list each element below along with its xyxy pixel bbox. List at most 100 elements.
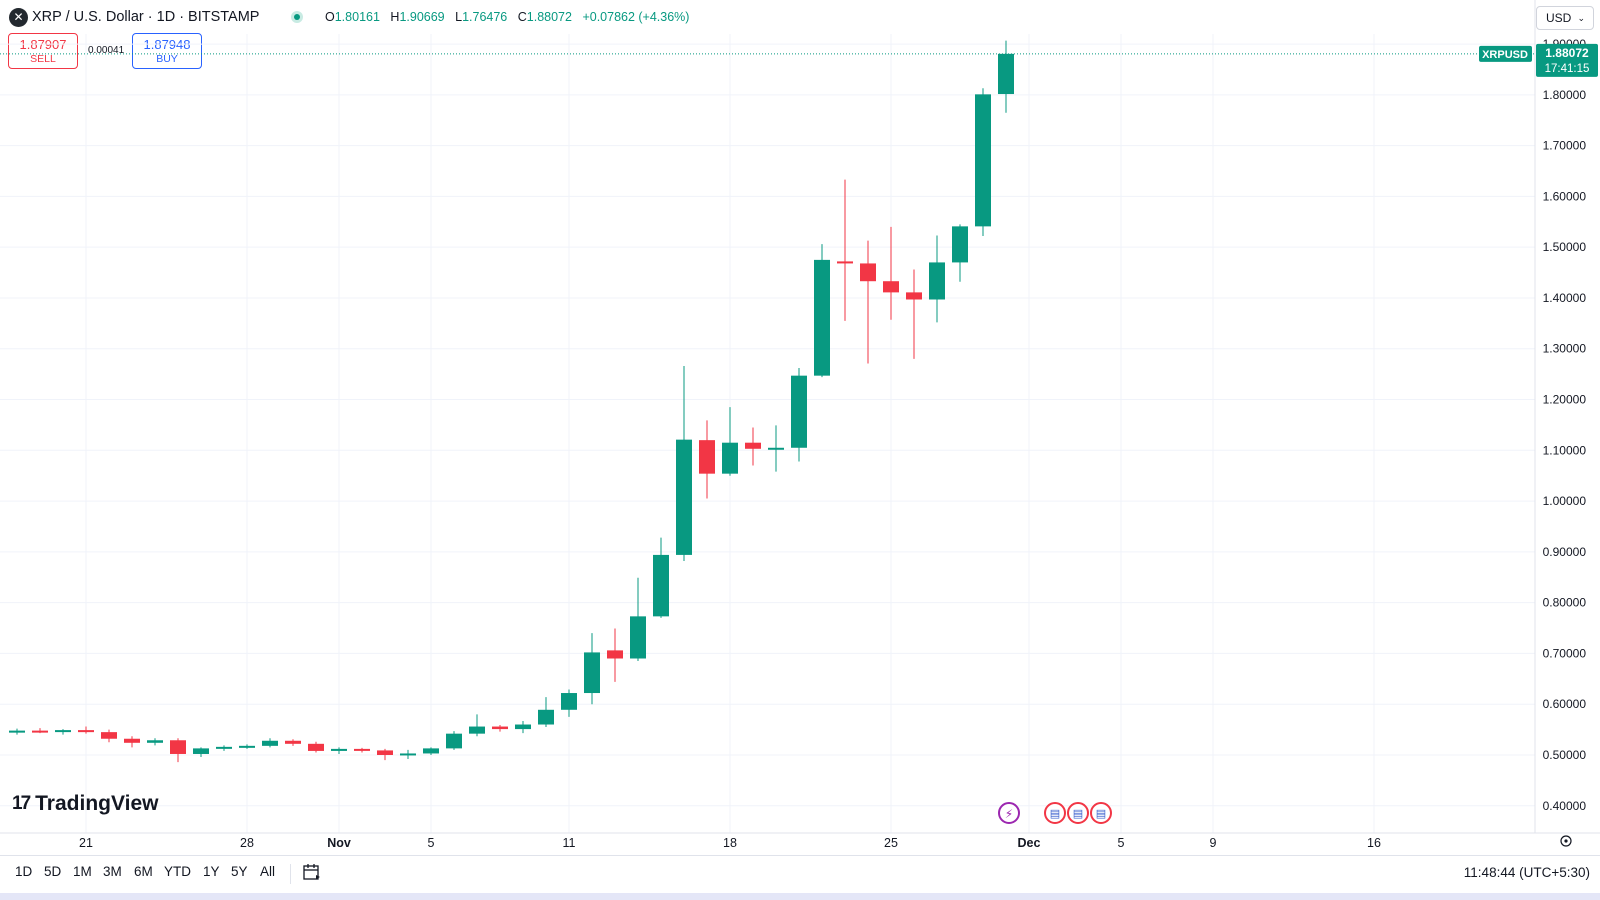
- time-tick-label: 5: [428, 836, 435, 850]
- candle-body: [492, 726, 508, 730]
- candle-body: [699, 440, 715, 474]
- price-tag-countdown: 17:41:15: [1545, 63, 1590, 75]
- candle-body: [745, 442, 761, 449]
- candle-body: [55, 730, 71, 733]
- candle-body: [906, 292, 922, 300]
- window-footer: [0, 893, 1600, 900]
- symbol-tag-label: XRPUSD: [1482, 49, 1528, 61]
- range-6m-button[interactable]: 6M: [134, 864, 153, 879]
- price-tick-label: 1.20000: [1543, 393, 1587, 407]
- candle-body: [653, 554, 669, 617]
- candle-body: [998, 53, 1014, 95]
- price-tick-label: 1.50000: [1543, 240, 1587, 254]
- candles: [9, 40, 1014, 763]
- ohlc-readout: O1.80161 H1.90669 L1.76476 C1.88072 +0.0…: [325, 10, 696, 24]
- tradingview-mark-icon: 17: [12, 793, 31, 814]
- price-tick-label: 0.90000: [1543, 545, 1587, 559]
- range-5d-button[interactable]: 5D: [44, 864, 62, 879]
- price-tick-label: 1.60000: [1543, 189, 1587, 203]
- chevron-down-icon: ⌄: [1577, 13, 1585, 23]
- candle-body: [791, 375, 807, 448]
- candle-body: [584, 652, 600, 694]
- ohlc-low-label: L: [455, 10, 463, 24]
- ohlc-low-value: 1.76476: [462, 10, 508, 24]
- currency-select[interactable]: USD ⌄: [1536, 6, 1594, 30]
- tradingview-logo[interactable]: 17 TradingView: [12, 792, 158, 818]
- price-tick-label: 0.40000: [1543, 799, 1587, 813]
- buy-label: BUY: [156, 53, 178, 65]
- time-tick-label: 9: [1210, 836, 1217, 850]
- lightning-event-icon[interactable]: ⚡: [998, 802, 1020, 824]
- price-tag: [1536, 43, 1598, 77]
- sell-button[interactable]: 1.87907 SELL: [8, 33, 78, 69]
- time-tick-label: 25: [884, 836, 898, 850]
- time-axis: 21 28 Nov 5 11 18 25 Dec 5 9 16: [0, 832, 1600, 850]
- candle-body: [239, 745, 255, 748]
- range-5y-button[interactable]: 5Y: [231, 864, 248, 879]
- clock[interactable]: 11:48:44 (UTC+5:30): [1463, 865, 1590, 880]
- symbol-title[interactable]: XRP / U.S. Dollar · 1D · BITSTAMP: [32, 9, 260, 25]
- symbol-tag: [1479, 45, 1532, 62]
- candle-body: [515, 724, 531, 730]
- candle-body: [124, 738, 140, 743]
- range-1d-button[interactable]: 1D: [15, 864, 33, 879]
- toolbar-divider: [290, 864, 291, 884]
- candle-body: [32, 730, 48, 733]
- price-tag-value: 1.88072: [1545, 46, 1589, 60]
- candle-body: [837, 261, 853, 264]
- candle-body: [354, 748, 370, 751]
- us-flag-event-icon[interactable]: ▤: [1090, 802, 1112, 824]
- ohlc-high-label: H: [390, 10, 400, 24]
- price-tick-label: 1.00000: [1543, 494, 1587, 508]
- candle-body: [722, 442, 738, 474]
- range-1y-button[interactable]: 1Y: [203, 864, 220, 879]
- candle-body: [860, 263, 876, 282]
- buy-button[interactable]: 1.87948 BUY: [132, 33, 202, 69]
- candle-body: [630, 616, 646, 659]
- us-flag-event-icon[interactable]: ▤: [1044, 802, 1066, 824]
- price-tick-label: 1.30000: [1543, 342, 1587, 356]
- ohlc-close-value: 1.88072: [526, 10, 572, 24]
- price-tick-label: 1.10000: [1543, 443, 1587, 457]
- time-tick-label: 28: [240, 836, 254, 850]
- range-ytd-button[interactable]: YTD: [164, 864, 191, 879]
- candle-body: [952, 226, 968, 263]
- candle-body: [78, 730, 94, 733]
- ohlc-change-value: +0.07862 (+4.36%): [582, 10, 690, 24]
- price-tick-label: 0.80000: [1543, 596, 1587, 610]
- candle-body: [676, 439, 692, 555]
- us-flag-event-icon[interactable]: ▤: [1067, 802, 1089, 824]
- price-chart[interactable]: 0.40000 0.50000 0.60000 0.70000 0.80000 0.900…: [0, 0, 1600, 855]
- range-1m-button[interactable]: 1M: [73, 864, 92, 879]
- ohlc-high-value: 1.90669: [399, 10, 445, 24]
- range-3m-button[interactable]: 3M: [103, 864, 122, 879]
- time-tick-label: 11: [563, 836, 576, 850]
- candle-body: [768, 447, 784, 450]
- time-tick-label: Nov: [327, 836, 351, 850]
- time-tick-label: 16: [1367, 836, 1381, 850]
- candle-body: [101, 732, 117, 739]
- candle-body: [377, 750, 393, 755]
- candle-body: [170, 740, 186, 754]
- candle-body: [561, 693, 577, 710]
- time-tick-label: 18: [723, 836, 737, 850]
- sell-label: SELL: [30, 53, 56, 65]
- ohlc-close-label: C: [517, 10, 527, 24]
- ohlc-open-value: 1.80161: [334, 10, 380, 24]
- price-axis: 0.40000 0.50000 0.60000 0.70000 0.80000 0.900…: [1534, 0, 1587, 833]
- x-logo-icon[interactable]: ✕: [9, 8, 28, 27]
- range-all-button[interactable]: All: [260, 864, 276, 879]
- candle-body: [883, 281, 899, 293]
- market-open-icon[interactable]: [291, 11, 303, 23]
- calendar-icon[interactable]: [302, 862, 322, 882]
- tradingview-wordmark: TradingView: [35, 792, 159, 815]
- candle-body: [423, 748, 439, 754]
- candle-body: [469, 726, 485, 734]
- ohlc-open-label: O: [325, 10, 335, 24]
- gear-icon[interactable]: [1560, 835, 1572, 847]
- grid: [0, 34, 1535, 833]
- candle-body: [262, 740, 278, 746]
- bottom-toolbar: 1D 5D 1M 3M 6M YTD 1Y 5Y All 11:48:44 (U…: [0, 855, 1600, 893]
- price-tick-label: 0.50000: [1543, 748, 1587, 762]
- candle-body: [446, 733, 462, 749]
